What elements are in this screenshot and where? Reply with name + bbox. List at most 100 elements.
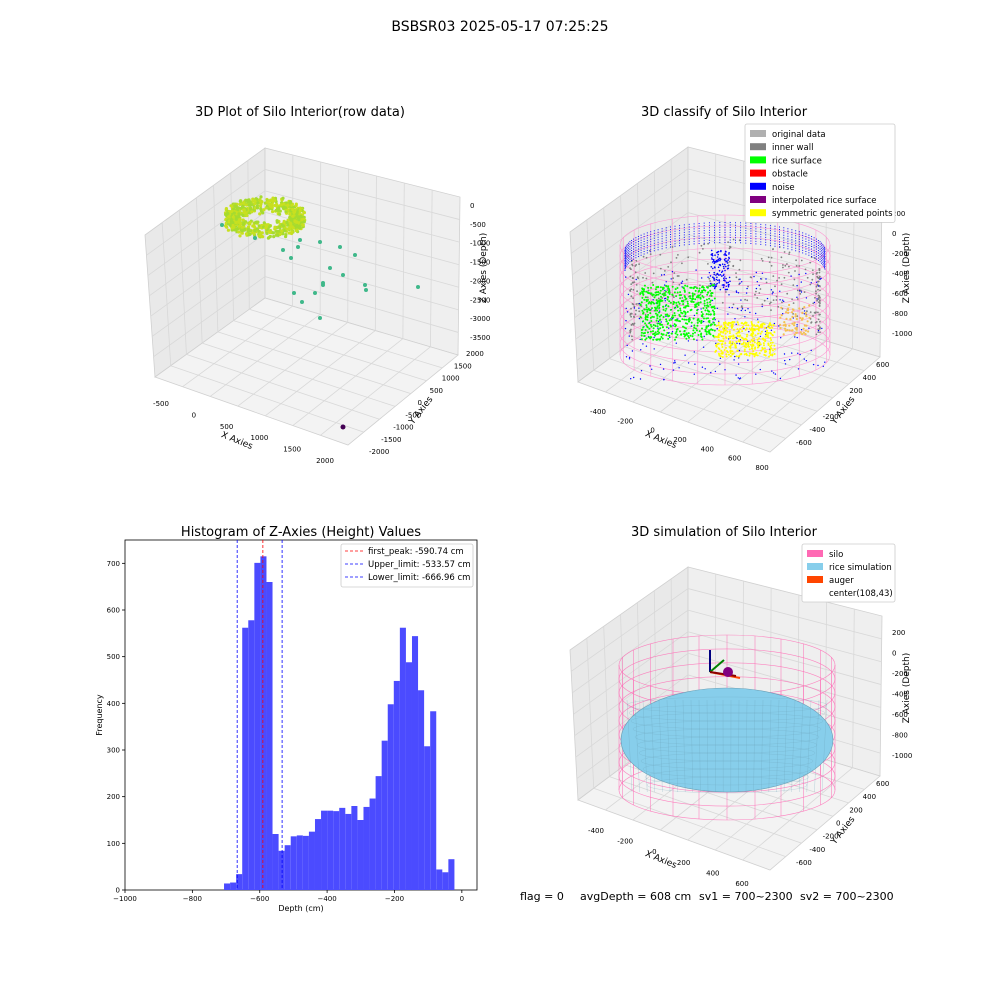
wall-point [738,268,741,271]
raw-point [265,231,269,235]
rice-surface-point [688,318,691,321]
noise-point [794,336,796,338]
rice-surface-point [693,293,696,296]
wall-point [818,295,821,298]
symmetric-point [744,342,747,345]
rice-surface-point [665,290,667,293]
histogram-bar [339,807,346,890]
noise-point [703,335,705,338]
rice-surface-point [703,302,706,305]
wall-point [732,238,735,241]
symmetric-point [725,355,728,358]
panel2-zlabel: Z Axies (Depth) [902,233,912,304]
noise-point [820,277,822,280]
wall-point [792,313,794,315]
rice-surface-point [652,327,655,330]
raw-point [268,234,272,239]
noise-point [725,265,727,268]
panel4-x-tick-label: -400 [588,827,604,835]
symmetric-point [751,325,754,327]
wall-point [786,263,788,265]
rice-surface-point [667,337,670,340]
raw-point [257,224,261,228]
raw-point [270,205,274,209]
raw-point [278,212,282,216]
noise-point [721,284,724,286]
symmetric-point [761,346,764,349]
rice-surface-point [692,329,695,332]
rice-surface-point [672,316,675,319]
rice-surface-point [670,332,673,335]
status-sv1: sv1 = 700~2300 [699,890,793,903]
symmetric-point [722,322,725,324]
wall-point [728,260,731,263]
panel1-z-tick-label: 0 [470,202,474,210]
rice-surface-point [701,291,704,294]
symmetric-point [729,349,732,352]
wall-point [677,275,680,277]
original-point [808,316,811,319]
rice-surface-point [664,313,667,316]
noise-point [717,253,719,256]
wall-point [631,264,634,267]
histogram-bar [424,746,431,890]
wall-point [630,283,633,285]
noise-point [770,289,773,291]
noise-point [735,323,737,325]
raw-point [301,223,305,227]
histogram-legend: first_peak: -590.74 cm Upper_limit: -533.… [340,543,474,588]
rice-surface-point [705,317,708,320]
rice-surface-point [708,297,711,300]
histogram-bar [387,704,394,890]
rice-surface-point [688,320,690,323]
wall-point [803,291,806,293]
noise-point [659,363,662,366]
rice-surface-point [681,318,684,321]
rice-surface-point [642,332,645,335]
noise-point [672,369,675,371]
rice-surface-point [704,289,707,292]
wall-point [792,284,795,286]
wall-point [772,299,775,301]
wall-point [729,245,731,248]
noise-point [821,327,823,330]
rice-surface-point [668,334,671,337]
rice-simulation-surface [620,687,834,793]
noise-point [773,322,776,325]
rice-surface-point [661,293,664,296]
panel4-z-tick-label: -200 [892,670,908,678]
noise-point [687,362,690,364]
noise-point [640,349,642,351]
symmetric-point [762,342,765,345]
raw-point [237,224,241,228]
rice-surface-point [661,326,664,329]
symmetric-point [744,345,747,348]
histogram-bar [442,872,449,890]
panel4-tick-labels: -400-20002004006006004002000-200-400-600… [588,629,912,888]
wall-point [815,321,818,323]
wall-point [792,302,795,304]
rice-surface-point [705,326,708,329]
noise-point [805,272,807,275]
raw-point [286,203,290,207]
wall-point [755,290,757,293]
rice-surface-point [667,285,670,288]
wall-point [631,335,633,338]
histogram-xlabel: Depth (cm) [278,904,323,913]
raw-sparse-point [289,256,293,260]
rice-surface-point [692,332,694,335]
noise-point [718,270,721,272]
raw-point [238,234,242,238]
wall-point [645,256,648,259]
rice-surface-point [684,306,687,308]
raw-point [259,207,263,211]
raw-point [226,211,230,216]
panel1-z-tick-label: -2500 [470,296,490,304]
rice-surface-point [645,306,648,309]
rice-surface-point [701,286,703,289]
wall-point [630,307,632,310]
noise-point [665,281,667,283]
rice-surface-point [687,318,690,321]
symmetric-point [724,332,727,335]
wall-point [776,279,778,282]
